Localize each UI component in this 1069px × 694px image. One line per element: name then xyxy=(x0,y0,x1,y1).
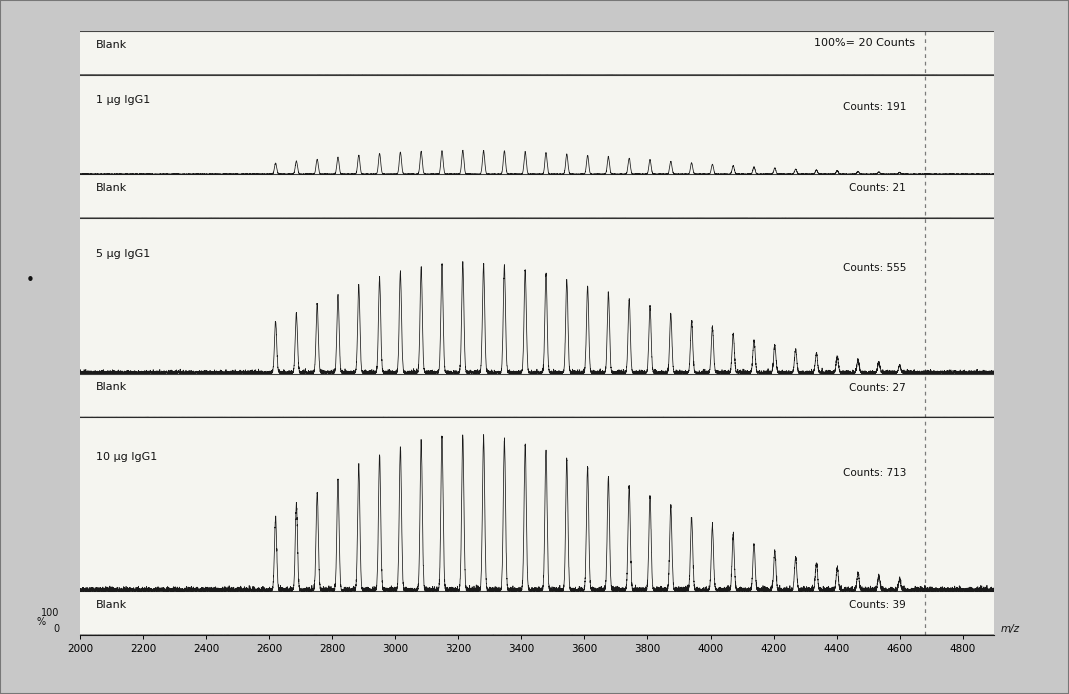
Text: 100: 100 xyxy=(42,608,60,618)
Text: •: • xyxy=(26,273,34,288)
Text: 100%= 20 Counts: 100%= 20 Counts xyxy=(815,38,915,49)
Text: Counts: 555: Counts: 555 xyxy=(842,263,905,273)
Text: m/z: m/z xyxy=(1001,624,1020,634)
Text: Counts: 713: Counts: 713 xyxy=(842,468,905,478)
Text: Counts: 39: Counts: 39 xyxy=(849,600,905,611)
Text: Blank: Blank xyxy=(96,382,127,392)
Text: 5 μg IgG1: 5 μg IgG1 xyxy=(96,249,150,259)
Text: Counts: 191: Counts: 191 xyxy=(842,102,905,112)
Text: Counts: 21: Counts: 21 xyxy=(849,183,905,194)
Text: %: % xyxy=(36,617,46,627)
Text: 0: 0 xyxy=(53,624,60,634)
Text: 10 μg IgG1: 10 μg IgG1 xyxy=(96,452,157,462)
Text: Blank: Blank xyxy=(96,40,127,50)
Text: Blank: Blank xyxy=(96,600,127,610)
Text: Blank: Blank xyxy=(96,183,127,193)
Text: 1 μg IgG1: 1 μg IgG1 xyxy=(96,94,150,105)
Text: Counts: 27: Counts: 27 xyxy=(849,382,905,393)
